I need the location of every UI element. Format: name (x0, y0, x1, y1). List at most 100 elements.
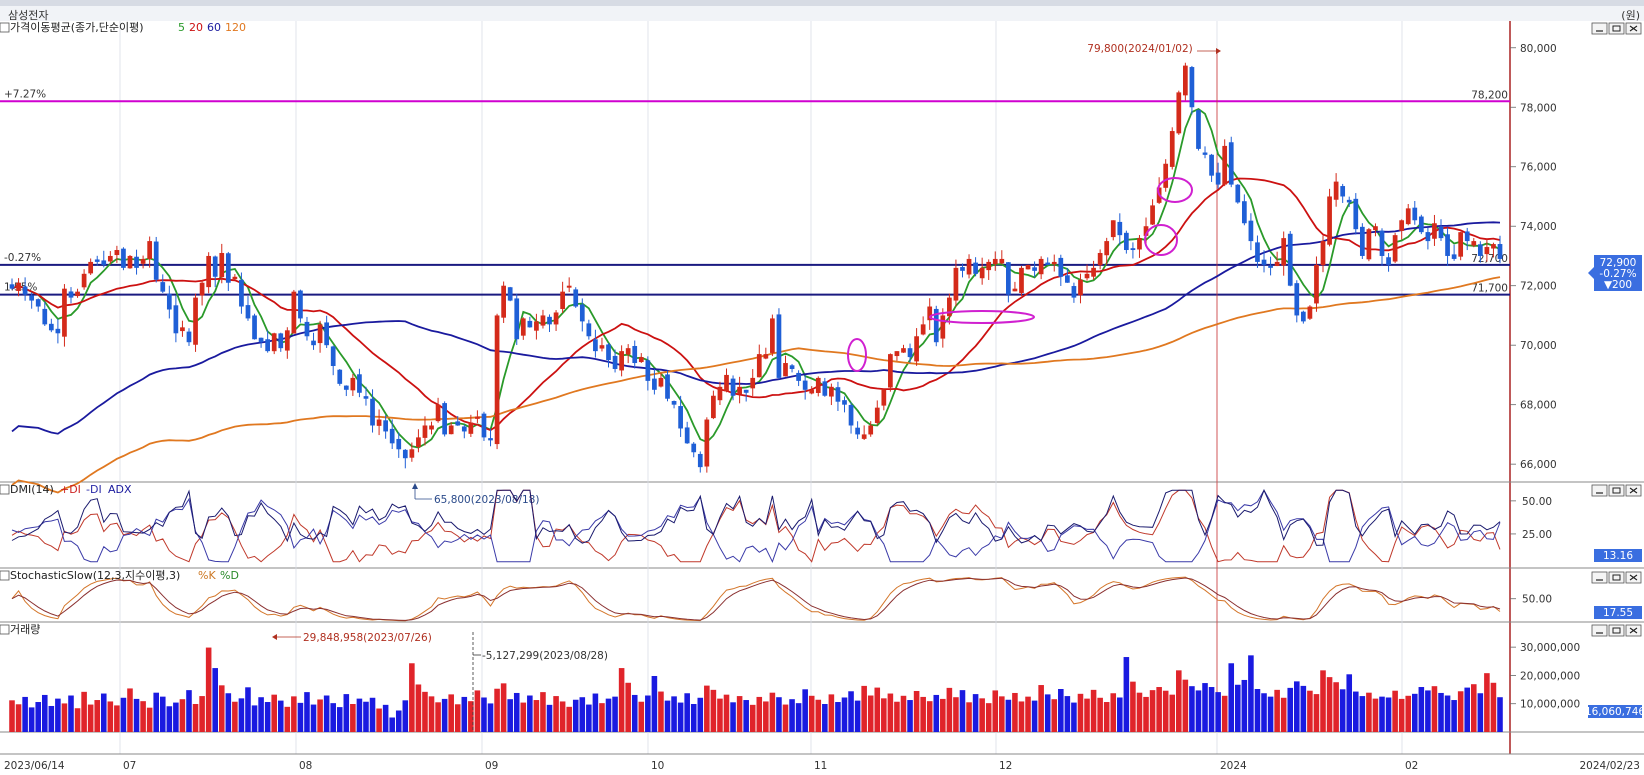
volume-bar[interactable] (710, 689, 717, 732)
volume-bar[interactable] (520, 702, 527, 732)
volume-bar[interactable] (81, 691, 87, 732)
candle[interactable] (1150, 199, 1155, 226)
candle[interactable] (730, 375, 736, 401)
candle[interactable] (461, 424, 467, 439)
candle[interactable] (225, 251, 231, 291)
volume-bar[interactable] (435, 702, 441, 732)
candle[interactable] (645, 356, 651, 391)
candle[interactable] (481, 411, 487, 441)
volume-bar[interactable] (1497, 697, 1503, 732)
volume-bar[interactable] (933, 694, 940, 732)
volume-bar[interactable] (1051, 699, 1058, 732)
candle[interactable] (1484, 239, 1490, 262)
volume-bar[interactable] (940, 698, 946, 732)
volume-bar[interactable] (841, 697, 848, 732)
candle[interactable] (258, 337, 264, 348)
price-panel[interactable]: 80,000 78,000 76,000 74,000 72,000 70,000 68,0… (0, 21, 1642, 732)
volume-bar[interactable] (1418, 687, 1425, 732)
volume-bar[interactable] (1136, 692, 1143, 732)
volume-bar[interactable] (1333, 682, 1339, 732)
candle[interactable] (822, 377, 828, 397)
candle[interactable] (973, 257, 978, 277)
candle[interactable] (560, 281, 565, 313)
candle[interactable] (638, 353, 644, 363)
candle[interactable] (1274, 251, 1280, 267)
candle[interactable] (180, 320, 185, 337)
candle[interactable] (1353, 193, 1359, 235)
volume-bar[interactable] (468, 701, 474, 732)
candle[interactable] (1451, 244, 1457, 261)
volume-bar[interactable] (1313, 694, 1320, 732)
candle[interactable] (147, 236, 153, 268)
volume-bar[interactable] (205, 647, 212, 732)
candle[interactable] (317, 320, 323, 353)
candle[interactable] (809, 386, 815, 395)
candle[interactable] (1300, 310, 1306, 324)
candle[interactable] (1327, 188, 1332, 247)
volume-bar[interactable] (1379, 696, 1385, 732)
candle[interactable] (284, 327, 290, 359)
candle[interactable] (1405, 204, 1411, 226)
candle[interactable] (278, 332, 284, 352)
volume-bar[interactable] (369, 697, 376, 732)
volume-bar[interactable] (743, 700, 749, 732)
volume-bar[interactable] (815, 699, 822, 732)
volume-bar[interactable] (474, 690, 481, 732)
candle[interactable] (1241, 194, 1247, 226)
candle[interactable] (953, 259, 959, 307)
candle[interactable] (783, 355, 788, 377)
volume-bar[interactable] (979, 698, 985, 732)
candle[interactable] (1163, 159, 1169, 192)
candle[interactable] (874, 400, 880, 426)
candle[interactable] (1307, 305, 1313, 320)
volume-bar[interactable] (586, 704, 592, 732)
candle[interactable] (291, 289, 297, 334)
candle[interactable] (1477, 241, 1483, 263)
candle[interactable] (271, 332, 277, 355)
candle[interactable] (1038, 256, 1044, 280)
volume-bar[interactable] (323, 695, 330, 732)
volume-bar[interactable] (1097, 697, 1103, 732)
volume-bar[interactable] (1221, 695, 1228, 732)
volume-bar[interactable] (114, 705, 120, 732)
volume-bars[interactable] (9, 647, 1503, 732)
candle[interactable] (527, 316, 533, 328)
volume-bar[interactable] (120, 697, 127, 732)
volume-bar[interactable] (612, 696, 618, 732)
volume-bar[interactable] (802, 689, 808, 732)
candle[interactable] (835, 381, 841, 411)
candle[interactable] (724, 368, 729, 393)
volume-bar[interactable] (55, 698, 61, 732)
candle[interactable] (140, 255, 146, 269)
candle[interactable] (1235, 184, 1241, 204)
volume-bar[interactable] (1294, 681, 1300, 732)
minimize-icon[interactable] (1591, 22, 1608, 35)
volume-bar[interactable] (985, 703, 992, 732)
horizontal-levels[interactable]: +7.27%78,200-0.27%72,7001.55%71,700 (0, 88, 1510, 296)
candle[interactable] (1169, 127, 1175, 170)
candle[interactable] (1045, 257, 1051, 266)
candle[interactable] (9, 278, 15, 290)
candle[interactable] (586, 319, 592, 340)
volume-bar[interactable] (572, 699, 579, 732)
volume-bar[interactable] (1162, 690, 1169, 732)
candle[interactable] (1359, 223, 1365, 260)
candle[interactable] (304, 316, 310, 341)
candle[interactable] (422, 416, 428, 446)
stochastic-panel[interactable]: 50.00 StochasticSlow(12,3,지수이평,3) %K %D … (0, 569, 1642, 622)
volume-bar[interactable] (251, 705, 258, 732)
volume-bar[interactable] (527, 695, 533, 732)
candle[interactable] (1176, 90, 1182, 135)
volume-bar[interactable] (808, 695, 815, 732)
candle[interactable] (121, 247, 126, 271)
volume-bar[interactable] (15, 704, 22, 732)
volume-bar[interactable] (835, 702, 841, 732)
candle[interactable] (1071, 282, 1077, 303)
candle[interactable] (927, 298, 933, 330)
candle[interactable] (711, 390, 716, 420)
candle[interactable] (1412, 200, 1418, 225)
volume-bar[interactable] (146, 707, 153, 732)
candle[interactable] (894, 351, 900, 361)
volume-bar[interactable] (507, 699, 513, 732)
minimize-icon[interactable] (1591, 484, 1608, 497)
